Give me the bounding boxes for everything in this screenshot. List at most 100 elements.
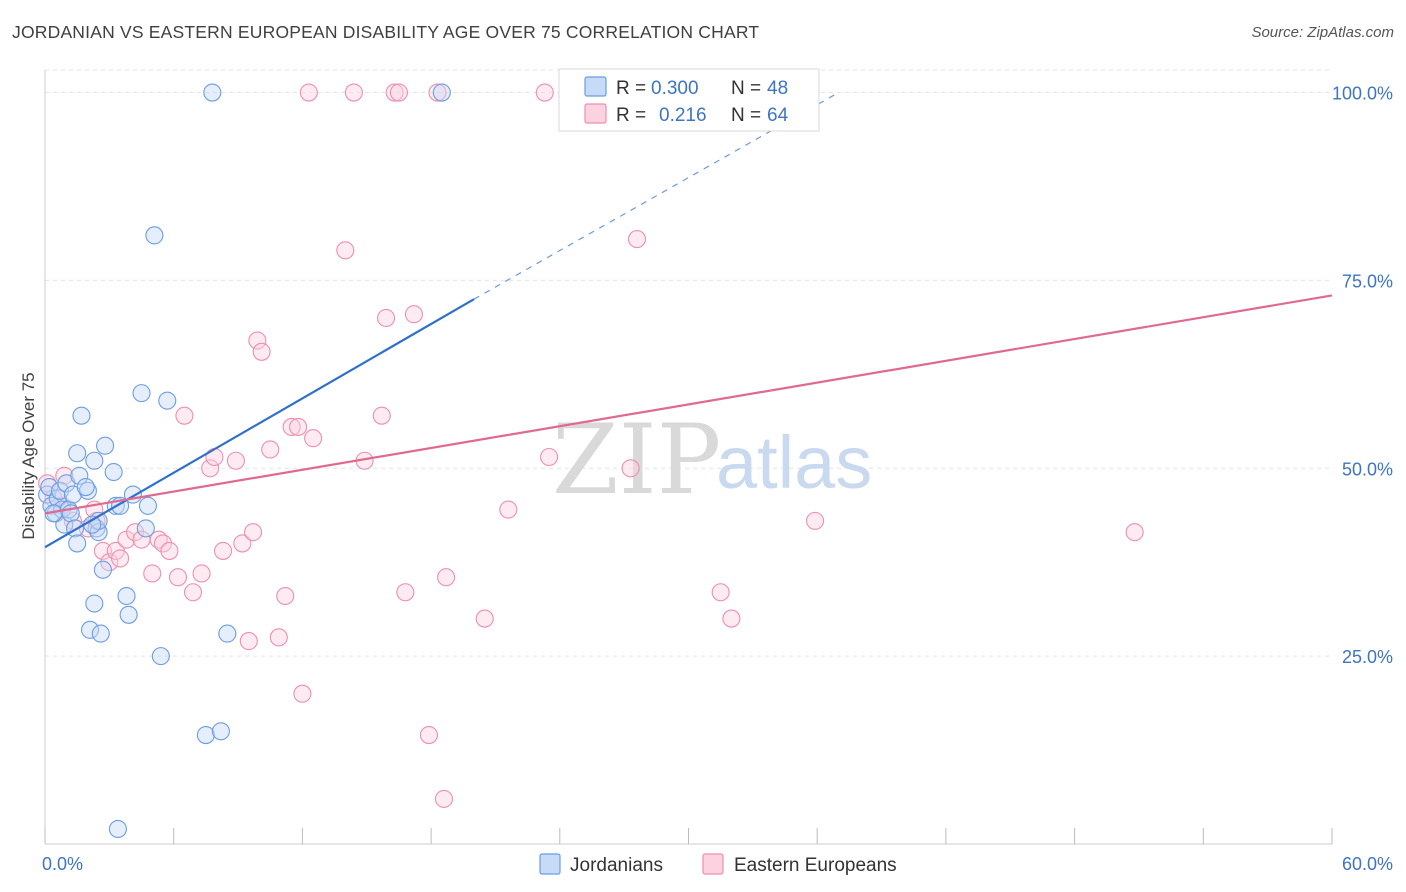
eastern-europeans-point-13 <box>143 564 162 583</box>
eastern-europeans-point-60 <box>806 511 825 530</box>
jordanians-point-41 <box>211 722 230 741</box>
eastern-europeans-point-47 <box>419 725 439 745</box>
jordanians-point-16 <box>72 406 91 425</box>
jordanians-point-36 <box>145 226 164 245</box>
eastern-europeans-point-7 <box>100 553 119 572</box>
eastern-europeans-point-31 <box>269 628 288 647</box>
watermark-atlas: atlas <box>716 421 872 504</box>
chart-title: JORDANIAN VS EASTERN EUROPEAN DISABILITY… <box>12 22 760 42</box>
jordanians-point-35 <box>138 496 158 515</box>
jordanians-point-18 <box>80 620 100 639</box>
y-tick-label-1: 50.0% <box>1342 459 1393 479</box>
series-jordanians-points <box>38 83 451 839</box>
eastern-europeans-point-37 <box>299 83 318 102</box>
eastern-europeans-point-46 <box>404 305 423 324</box>
eastern-europeans-point-24 <box>226 451 245 470</box>
jordanians-point-15 <box>70 466 89 485</box>
jordanians-point-42 <box>218 624 237 643</box>
eastern-europeans-point-50 <box>437 568 456 587</box>
jordanians-point-34 <box>136 519 155 538</box>
eastern-europeans-point-17 <box>168 568 188 587</box>
y-tick-label-3: 100.0% <box>1332 84 1393 104</box>
bottom-legend: Jordanians Eastern Europeans <box>539 853 897 876</box>
bottom-legend-label-jordanians: Jordanians <box>570 855 663 876</box>
legend-r-value-jordanians: 0.300 <box>651 78 699 99</box>
jordanians-point-31 <box>119 605 138 624</box>
jordanians-point-25 <box>93 560 112 579</box>
eastern-europeans-point-30 <box>261 440 280 459</box>
y-tick-labels: 25.0% 50.0% 75.0% 100.0% <box>1332 84 1393 668</box>
eastern-europeans-point-45 <box>396 583 415 602</box>
y-tick-label-2: 75.0% <box>1342 271 1393 291</box>
eastern-europeans-point-43 <box>385 83 404 102</box>
eastern-europeans-point-61 <box>1125 523 1144 542</box>
eastern-europeans-point-9 <box>111 549 130 568</box>
eastern-europeans-point-15 <box>153 534 173 553</box>
legend-n-value-eastern-europeans: 64 <box>767 105 789 126</box>
legend-n-value-jordanians: 48 <box>767 78 788 99</box>
bottom-legend-swatch-jordanians <box>539 853 561 875</box>
trendline-jordanians <box>44 298 475 549</box>
eastern-europeans-point-48 <box>428 83 447 102</box>
stats-legend: R = 0.300 N = 48 R = 0.216 N = 64 <box>558 68 820 132</box>
eastern-europeans-point-35 <box>293 684 312 703</box>
x-tick-label-max: 60.0% <box>1342 854 1393 874</box>
eastern-europeans-point-11 <box>126 523 145 542</box>
eastern-europeans-point-56 <box>627 230 647 249</box>
jordanians-point-33 <box>132 384 151 403</box>
legend-r-label-jordanians: R = <box>616 78 646 99</box>
legend-n-label-eastern-europeans: N = <box>731 105 761 126</box>
jordanians-point-24 <box>91 624 110 643</box>
y-axis-title: Disability Age Over 75 <box>19 372 38 539</box>
eastern-europeans-point-3 <box>63 511 82 530</box>
eastern-europeans-point-42 <box>377 308 396 328</box>
eastern-europeans-point-38 <box>336 241 355 260</box>
eastern-europeans-point-28 <box>248 331 267 350</box>
jordanians-point-40 <box>203 83 222 102</box>
jordanians-point-43 <box>432 83 451 102</box>
bottom-legend-swatch-eastern-europeans <box>702 853 724 875</box>
eastern-europeans-point-49 <box>434 789 454 808</box>
watermark-zip: ZIP <box>552 404 721 516</box>
jordanians-point-26 <box>96 436 115 455</box>
eastern-europeans-point-18 <box>175 406 194 425</box>
legend-r-value-eastern-europeans: 0.216 <box>659 105 707 126</box>
jordanians-point-14 <box>68 444 87 463</box>
jordanians-point-44 <box>108 819 127 839</box>
legend-n-label-jordanians: N = <box>731 78 761 99</box>
eastern-europeans-point-41 <box>372 406 391 425</box>
bottom-legend-label-eastern-europeans: Eastern Europeans <box>734 855 897 876</box>
trendline-eastern-europeans <box>44 294 1333 515</box>
gridlines <box>45 69 1332 657</box>
eastern-europeans-point-36 <box>304 429 323 448</box>
y-tick-label-0: 25.0% <box>1342 647 1393 667</box>
eastern-europeans-point-39 <box>344 83 363 102</box>
jordanians-point-20 <box>85 594 104 613</box>
eastern-europeans-point-44 <box>389 83 408 102</box>
eastern-europeans-point-54 <box>540 447 559 467</box>
eastern-europeans-point-52 <box>499 500 518 519</box>
eastern-europeans-point-27 <box>244 523 263 542</box>
legend-swatch-eastern-europeans <box>584 103 607 124</box>
legend-r-label-eastern-europeans: R = <box>616 105 646 126</box>
eastern-europeans-point-16 <box>160 541 179 560</box>
eastern-europeans-point-53 <box>535 83 554 102</box>
eastern-europeans-point-63 <box>55 466 74 485</box>
eastern-europeans-point-29 <box>252 342 271 361</box>
x-ticks <box>44 828 1333 844</box>
eastern-europeans-point-34 <box>289 417 308 436</box>
eastern-europeans-point-21 <box>201 459 220 478</box>
watermark: ZIP atlas <box>552 404 872 516</box>
eastern-europeans-point-33 <box>282 417 301 436</box>
jordanians-point-46 <box>76 478 95 497</box>
eastern-europeans-point-19 <box>183 583 203 602</box>
eastern-europeans-point-22 <box>205 447 224 467</box>
eastern-europeans-point-6 <box>93 541 112 560</box>
jordanians-point-39 <box>196 725 215 745</box>
jordanians-point-13 <box>68 534 87 553</box>
eastern-europeans-point-25 <box>233 534 252 553</box>
jordanians-point-30 <box>117 586 136 606</box>
eastern-europeans-point-32 <box>276 586 295 606</box>
legend-swatch-jordanians <box>584 76 607 97</box>
